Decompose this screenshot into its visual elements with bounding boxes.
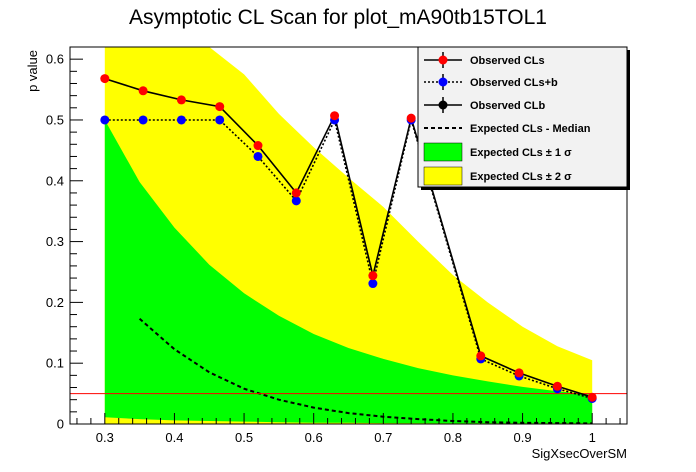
chart-title: Asymptotic CL Scan for plot_mA90tb15TOL1	[129, 6, 547, 29]
x-tick-label: 0.5	[235, 430, 253, 445]
cls-point	[253, 141, 263, 151]
x-tick-label: 0.6	[305, 430, 323, 445]
legend-box-sample	[423, 142, 463, 162]
y-tick-label: 0.5	[46, 112, 64, 127]
x-tick-label: 0.4	[165, 430, 183, 445]
plot-area: 0.3 0.4 0.5 0.6 0.7 0.8 0.9 1 0 0.1 0.2 0.3 0.4 0.5 0.…	[46, 46, 628, 445]
legend-label: Expected CLs ± 2 σ	[470, 171, 572, 183]
clsb-point	[291, 196, 301, 206]
y-tick-label: 0.3	[46, 234, 64, 249]
plot-frame	[69, 46, 628, 425]
legend-label: Observed CLs+b	[470, 77, 558, 89]
legend-marker-sample	[438, 55, 448, 65]
clsb-point	[368, 279, 378, 289]
cls-point	[368, 271, 378, 281]
legend-marker-sample	[438, 77, 448, 87]
y-axis-label: p value	[25, 50, 40, 92]
cls-point	[138, 86, 148, 96]
y-tick-label: 0.2	[46, 295, 64, 310]
y-tick-label: 0.1	[46, 356, 64, 371]
cls-point	[552, 381, 562, 391]
legend-marker-sample	[438, 100, 448, 110]
legend-label: Observed CLb	[470, 100, 545, 112]
x-tick-label: 1	[589, 430, 596, 445]
x-tick-label: 0.3	[96, 430, 114, 445]
cls-point	[406, 113, 416, 123]
cls-point	[291, 188, 301, 198]
legend-label: Observed CLs	[470, 55, 545, 67]
expected-median-line	[138, 318, 593, 424]
clsb-point	[253, 151, 263, 161]
clsb-point	[215, 115, 225, 125]
x-axis-label: SigXsecOverSM	[532, 446, 627, 461]
legend-box-sample	[423, 166, 463, 186]
cls-point	[176, 95, 186, 105]
x-tick-label: 0.9	[514, 430, 532, 445]
legend-label: Expected CLs ± 1 σ	[470, 147, 572, 159]
y-tick-label: 0.6	[46, 52, 64, 67]
cls-point	[100, 74, 110, 84]
clsb-point	[138, 115, 148, 125]
y-tick-label: 0	[57, 417, 64, 432]
clsb-point	[100, 115, 110, 125]
cls-point	[330, 111, 340, 121]
one-sigma-band	[104, 120, 593, 424]
clsb-point	[176, 115, 186, 125]
cls-point	[476, 351, 486, 361]
legend: Observed CLs Observed CLs+b Observed CLb Ex…	[417, 46, 630, 190]
cls-point	[587, 392, 597, 402]
legend-box	[417, 46, 628, 188]
y-tick-label: 0.4	[46, 173, 64, 188]
cls-point	[215, 102, 225, 112]
legend-label: Expected CLs - Median	[470, 123, 591, 135]
x-tick-label: 0.7	[374, 430, 392, 445]
x-tick-label: 0.8	[444, 430, 462, 445]
cls-point	[514, 368, 524, 378]
